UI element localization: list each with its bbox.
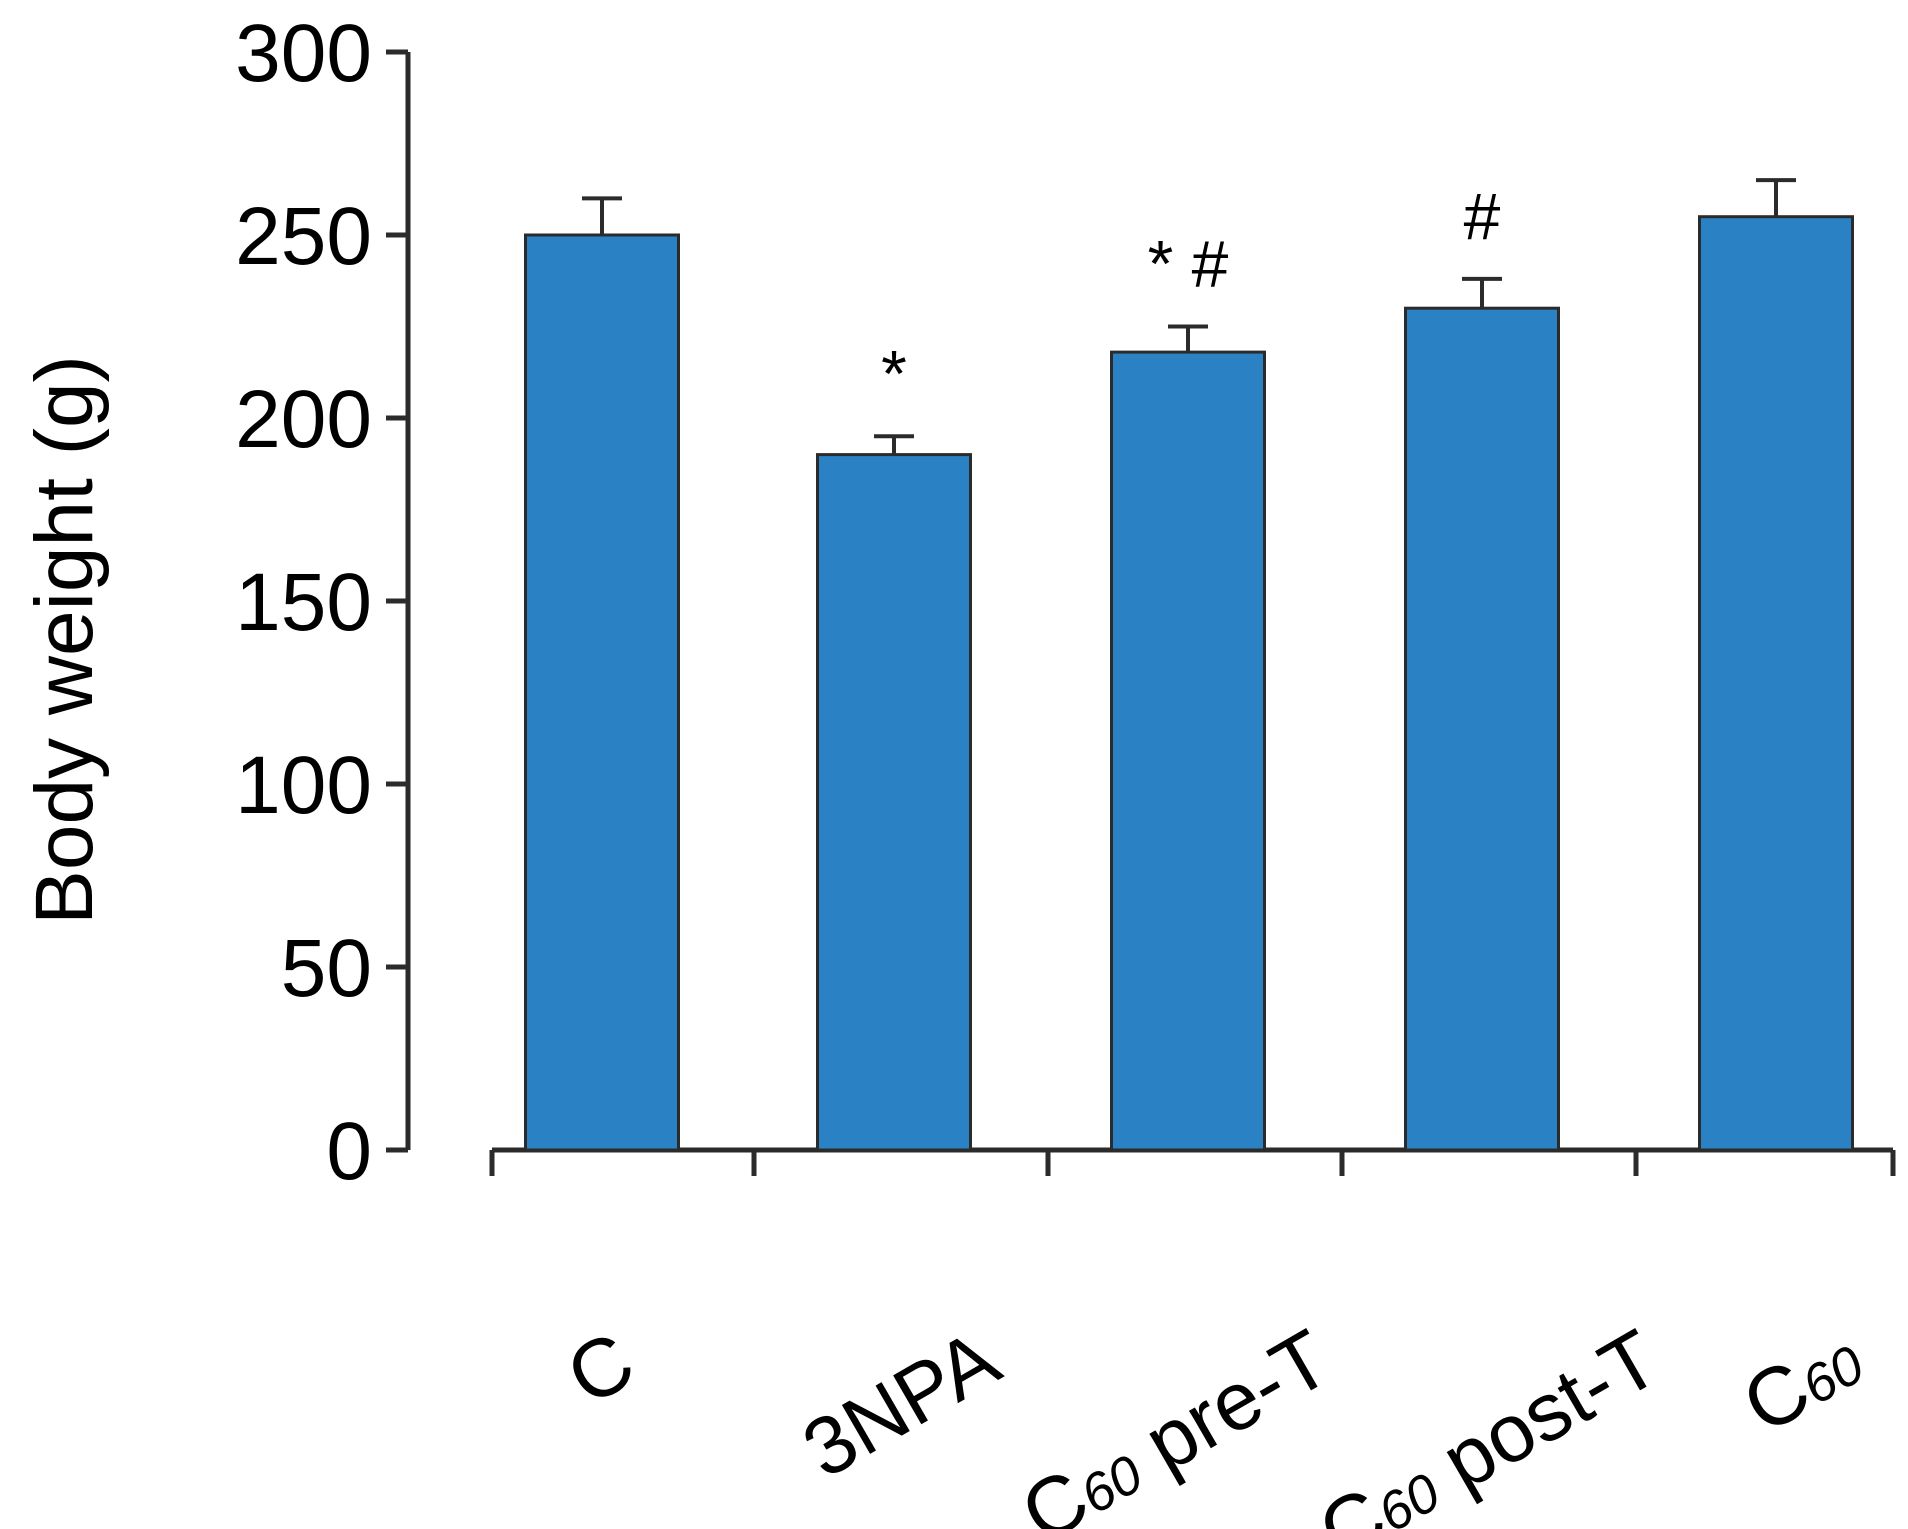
y-tick-label: 250 xyxy=(235,191,372,282)
bar xyxy=(1404,306,1560,1152)
y-axis: 0 50 100 150 200 250 300 xyxy=(235,8,411,1197)
x-category-label: C60 post-T xyxy=(1304,1313,1674,1529)
bar xyxy=(1698,215,1854,1152)
x-category-label: C60 xyxy=(1728,1313,1877,1451)
y-axis-title: Body weight (g) xyxy=(19,355,110,925)
significance-label: * xyxy=(881,336,907,410)
x-category-label: 3NPA xyxy=(788,1313,1014,1496)
category-suffix: post-T xyxy=(1408,1313,1674,1519)
x-category-label: C60 pre-T xyxy=(1007,1313,1345,1529)
category-main-text: C xyxy=(552,1315,649,1423)
y-tick-label: 100 xyxy=(235,740,372,831)
error-bars xyxy=(582,178,1796,455)
bar xyxy=(816,453,972,1152)
bar xyxy=(524,233,680,1152)
bars xyxy=(524,215,1854,1152)
category-suffix: pre-T xyxy=(1110,1313,1345,1501)
y-tick-label: 0 xyxy=(326,1106,372,1197)
y-tick-label: 50 xyxy=(281,923,372,1014)
category-main-text: 3NPA xyxy=(788,1313,1014,1496)
y-tick-label: 300 xyxy=(235,8,372,99)
x-axis xyxy=(489,1147,1896,1176)
significance-label: # xyxy=(1464,179,1501,253)
significance-label: * # xyxy=(1148,227,1229,301)
y-tick-label: 150 xyxy=(235,557,372,648)
bar xyxy=(1110,350,1266,1152)
x-category-label: C xyxy=(552,1315,649,1423)
significance-annotations: * * # # xyxy=(881,179,1500,410)
y-tick-label: 200 xyxy=(235,374,372,465)
